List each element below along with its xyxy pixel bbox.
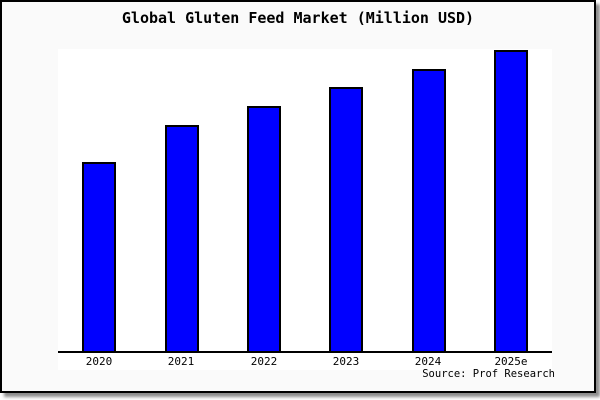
x-tick-label-2023: 2023	[332, 355, 360, 368]
bar-2021	[165, 125, 199, 351]
bar-2022	[247, 106, 281, 351]
x-axis-label-band	[58, 353, 552, 370]
chart-title: Global Gluten Feed Market (Million USD)	[121, 9, 475, 27]
bar-2020	[82, 162, 116, 351]
bar-2024	[412, 69, 446, 351]
chart-frame: Global Gluten Feed Market (Million USD) …	[0, 0, 596, 393]
x-tick-label-2024: 2024	[414, 355, 442, 368]
x-tick-label-2025e: 2025e	[494, 355, 528, 368]
x-tick-label-2021: 2021	[167, 355, 195, 368]
source-credit: Source: Prof Research	[422, 368, 555, 380]
bar-2023	[329, 87, 363, 351]
x-tick-label-2020: 2020	[85, 355, 113, 368]
plot-area	[58, 49, 552, 353]
x-tick-label-2022: 2022	[250, 355, 278, 368]
bar-2025e	[494, 50, 528, 351]
